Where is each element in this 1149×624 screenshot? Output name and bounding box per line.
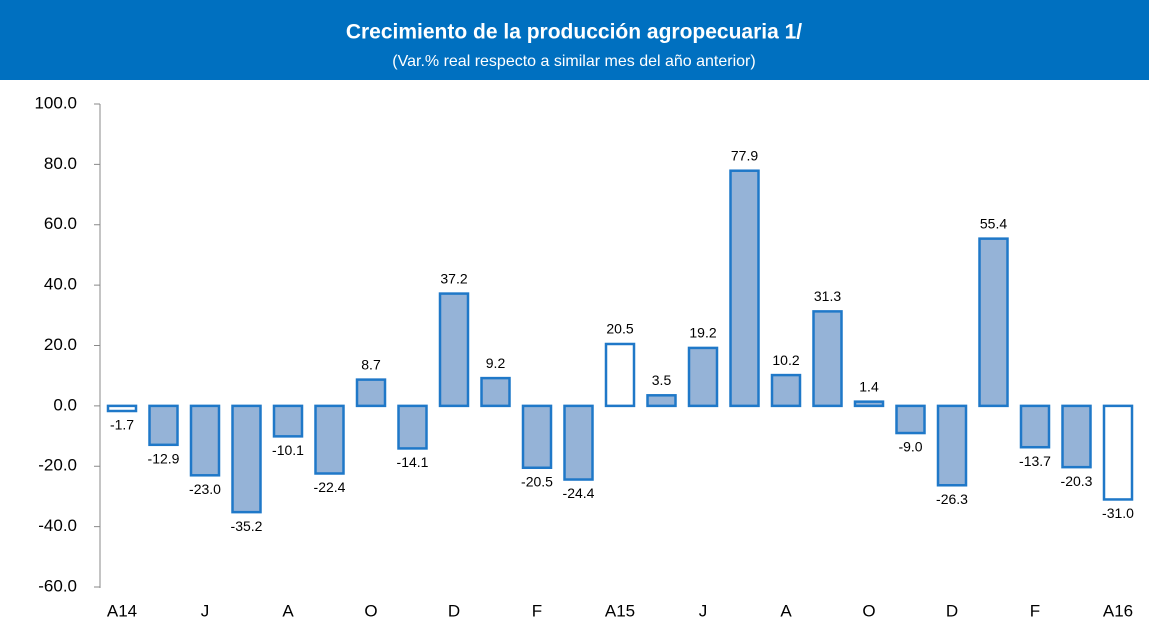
value-label: -13.7 [1019, 453, 1051, 469]
bar [438, 292, 470, 408]
bar [978, 237, 1009, 408]
value-label: 37.2 [440, 270, 467, 286]
bar [1102, 404, 1134, 501]
value-label: 1.4 [859, 378, 879, 394]
x-tick-label: A16 [1103, 601, 1133, 620]
x-tick-label: A15 [605, 601, 635, 620]
value-label: -24.4 [563, 485, 595, 501]
x-tick-label: J [699, 601, 708, 620]
bar [1061, 404, 1092, 469]
bar [521, 404, 553, 470]
bar [148, 404, 179, 447]
value-label: 77.9 [731, 147, 758, 163]
value-label: -23.0 [189, 481, 221, 497]
bar [1019, 404, 1051, 449]
x-tick-label: O [364, 601, 377, 620]
bar [106, 404, 138, 413]
value-label: -9.0 [898, 439, 922, 455]
chart-title: Crecimiento de la producción agropecuari… [346, 21, 802, 44]
value-label: 10.2 [772, 352, 799, 368]
value-label: -20.3 [1061, 473, 1093, 489]
bar [604, 342, 636, 408]
bar [397, 404, 428, 450]
bar [646, 394, 677, 408]
value-label: 20.5 [606, 321, 633, 337]
bar [687, 346, 719, 408]
value-label: -1.7 [110, 417, 134, 433]
y-tick-label: 40.0 [44, 275, 77, 294]
value-label: 8.7 [361, 356, 381, 372]
value-label: 9.2 [486, 355, 506, 371]
y-tick-label: -20.0 [38, 456, 77, 475]
header-band [0, 0, 1149, 80]
x-tick-label: J [201, 601, 210, 620]
bar [355, 378, 387, 408]
value-label: 19.2 [689, 325, 716, 341]
chart-subtitle: (Var.% real respecto a similar mes del a… [392, 53, 755, 70]
x-tick-label: A [780, 601, 792, 620]
bar [936, 404, 968, 487]
y-tick-label: 80.0 [44, 154, 77, 173]
value-label: -14.1 [397, 454, 429, 470]
x-tick-label: F [532, 601, 542, 620]
bar [480, 376, 511, 408]
x-tick-label: F [1030, 601, 1040, 620]
y-tick-label: -40.0 [38, 516, 77, 535]
value-label: -22.4 [314, 479, 346, 495]
y-tick-label: 20.0 [44, 335, 77, 354]
bar [812, 310, 843, 408]
value-label: -31.0 [1102, 505, 1134, 521]
x-tick-label: D [946, 601, 958, 620]
value-label: 3.5 [652, 372, 672, 388]
bar [231, 404, 262, 514]
value-label: 55.4 [980, 215, 1007, 231]
value-label: -10.1 [272, 442, 304, 458]
bar [314, 404, 345, 475]
value-label: -35.2 [231, 518, 263, 534]
bar [272, 404, 304, 438]
value-label: -26.3 [936, 491, 968, 507]
bar [853, 400, 885, 408]
bar [729, 169, 760, 408]
y-tick-label: 0.0 [53, 395, 77, 414]
bar [895, 404, 926, 435]
y-tick-label: -60.0 [38, 576, 77, 595]
bar [563, 404, 594, 481]
x-tick-label: A14 [107, 601, 137, 620]
bar [770, 373, 802, 408]
y-tick-label: 60.0 [44, 214, 77, 233]
value-label: 31.3 [814, 288, 841, 304]
y-tick-label: 100.0 [34, 93, 77, 112]
value-label: -20.5 [521, 473, 553, 489]
bar [189, 404, 221, 477]
x-tick-label: O [862, 601, 875, 620]
x-tick-label: D [448, 601, 460, 620]
x-tick-label: A [282, 601, 294, 620]
value-label: -12.9 [148, 451, 180, 467]
